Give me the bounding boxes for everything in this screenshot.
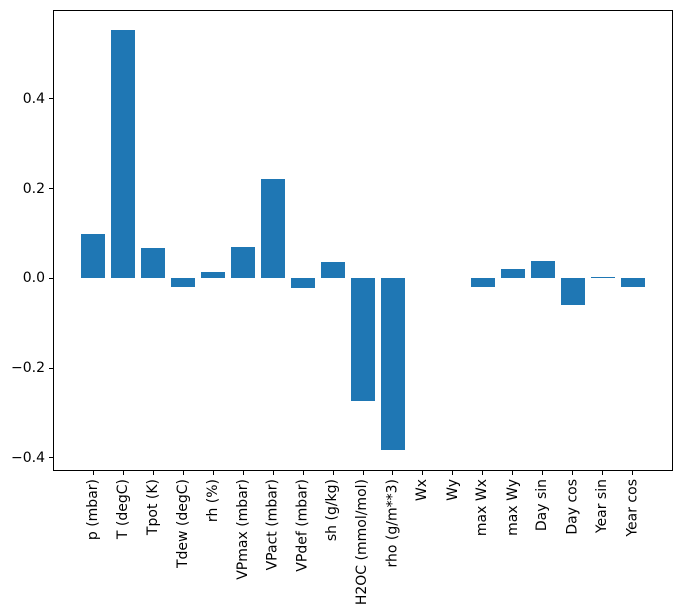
bar [291,278,316,289]
bar [321,261,346,279]
x-tick-label: Year sin [594,479,611,534]
x-tick-mark [482,471,484,475]
x-tick-label: VPact (mbar) [264,479,281,571]
y-tick-mark [49,98,53,100]
x-tick-mark [362,471,364,475]
y-tick-label: −0.2 [11,360,45,377]
x-tick-mark [122,471,124,475]
x-tick-label: Day sin [534,479,551,532]
x-tick-label: rho (g/m**3) [384,479,401,568]
x-tick-mark [632,471,634,475]
x-tick-mark [422,471,424,475]
x-tick-mark [92,471,94,475]
x-tick-label: Tdew (degC) [174,479,191,569]
x-tick-mark [542,471,544,475]
bar [171,278,196,287]
bar [500,269,525,279]
x-tick-label: sh (g/kg) [324,479,341,542]
bar [201,271,226,279]
x-tick-mark [392,471,394,475]
plot-area [53,10,673,471]
x-tick-label: max Wy [504,479,521,536]
x-tick-label: Day cos [564,479,581,535]
x-tick-mark [602,471,604,475]
x-tick-mark [182,471,184,475]
x-tick-mark [512,471,514,475]
x-tick-label: Tpot (K) [144,479,161,536]
x-tick-mark [452,471,454,475]
bar [560,278,585,305]
y-tick-label: −0.4 [11,449,45,466]
x-tick-label: Wy [444,479,461,501]
y-tick-label: 0.0 [22,270,45,287]
bar [231,246,256,279]
x-tick-label: max Wx [474,479,491,537]
y-tick-label: 0.4 [22,90,45,107]
y-tick-mark [49,188,53,190]
x-tick-label: VPmax (mbar) [234,479,251,580]
x-tick-label: rh (%) [204,479,221,523]
x-tick-mark [242,471,244,475]
x-tick-mark [212,471,214,475]
x-tick-mark [272,471,274,475]
x-tick-label: H2OC (mmol/mol) [354,479,371,606]
bar [81,233,106,279]
bar [351,278,375,402]
bar [620,278,645,287]
bar [111,30,136,279]
bar [470,278,495,287]
x-tick-label: T (degC) [114,479,131,540]
bar [530,260,555,279]
bar [261,178,286,279]
bar [590,277,615,279]
x-tick-mark [332,471,334,475]
x-tick-label: Wx [414,479,431,502]
y-tick-mark [49,277,53,279]
x-tick-mark [302,471,304,475]
x-tick-mark [572,471,574,475]
x-tick-label: p (mbar) [84,479,101,541]
y-tick-mark [49,367,53,369]
bar [141,248,166,279]
x-tick-mark [152,471,154,475]
x-tick-label: Year cos [624,479,641,537]
y-tick-mark [49,457,53,459]
x-tick-label: VPdef (mbar) [294,479,311,572]
bar [380,278,405,450]
y-tick-label: 0.2 [22,180,45,197]
